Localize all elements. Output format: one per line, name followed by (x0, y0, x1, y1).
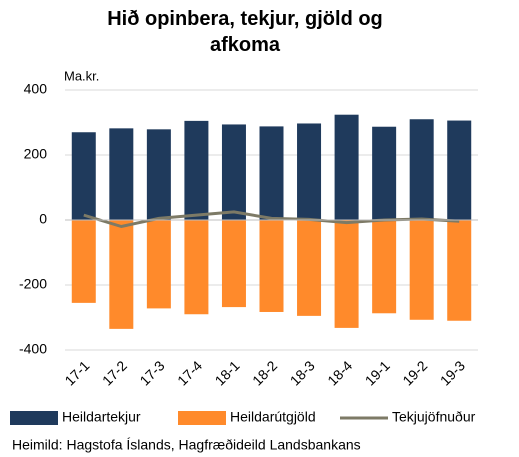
legend-label: Heildartekjur (62, 409, 141, 425)
bar (447, 220, 472, 321)
y-axis-label: Ma.kr. (64, 68, 99, 83)
x-tick-label: 18-2 (249, 357, 280, 388)
legend-swatch (178, 411, 226, 425)
x-tick-label: 19-2 (399, 357, 430, 388)
y-tick-label: -400 (19, 341, 47, 357)
bar (146, 220, 171, 309)
bar (372, 220, 397, 314)
legend-label: Heildarútgjöld (230, 409, 316, 425)
bar (221, 124, 246, 220)
bar (409, 220, 434, 320)
x-tick-label: 18-1 (212, 357, 243, 388)
source: Heimild: Hagstofa Íslands, Hagfræðideild… (12, 437, 361, 453)
bar (297, 220, 322, 316)
x-tick-label: 17-1 (61, 357, 92, 388)
bar (409, 119, 434, 220)
y-tick-label: 400 (24, 81, 48, 97)
bar (71, 220, 96, 303)
bar (334, 114, 359, 220)
legend-swatch (10, 411, 58, 425)
bar (334, 220, 359, 328)
x-tick-label: 17-4 (174, 357, 205, 388)
bar (372, 126, 397, 220)
x-tick-label: 19-3 (437, 357, 468, 388)
x-tick-label: 19-1 (362, 357, 393, 388)
chart-title: Hið opinbera, tekjur, gjöld og afkoma (107, 8, 383, 56)
y-tick-label: 0 (39, 211, 47, 227)
bar (184, 220, 209, 315)
x-tick-label: 17-3 (136, 357, 167, 388)
y-tick-label: 200 (24, 146, 48, 162)
bar (71, 132, 96, 220)
bar (297, 123, 322, 220)
y-tick-label: -200 (19, 276, 47, 292)
bar (109, 128, 134, 220)
bar (221, 220, 246, 308)
bar (447, 120, 472, 220)
bar (109, 220, 134, 329)
bar (259, 126, 284, 220)
legend-label: Tekjujöfnuður (392, 409, 476, 425)
bar (259, 220, 284, 312)
x-tick-label: 18-3 (287, 357, 318, 388)
bar (184, 120, 209, 220)
x-tick-label: 18-4 (324, 357, 355, 388)
bar (146, 129, 171, 220)
x-tick-label: 17-2 (99, 357, 130, 388)
